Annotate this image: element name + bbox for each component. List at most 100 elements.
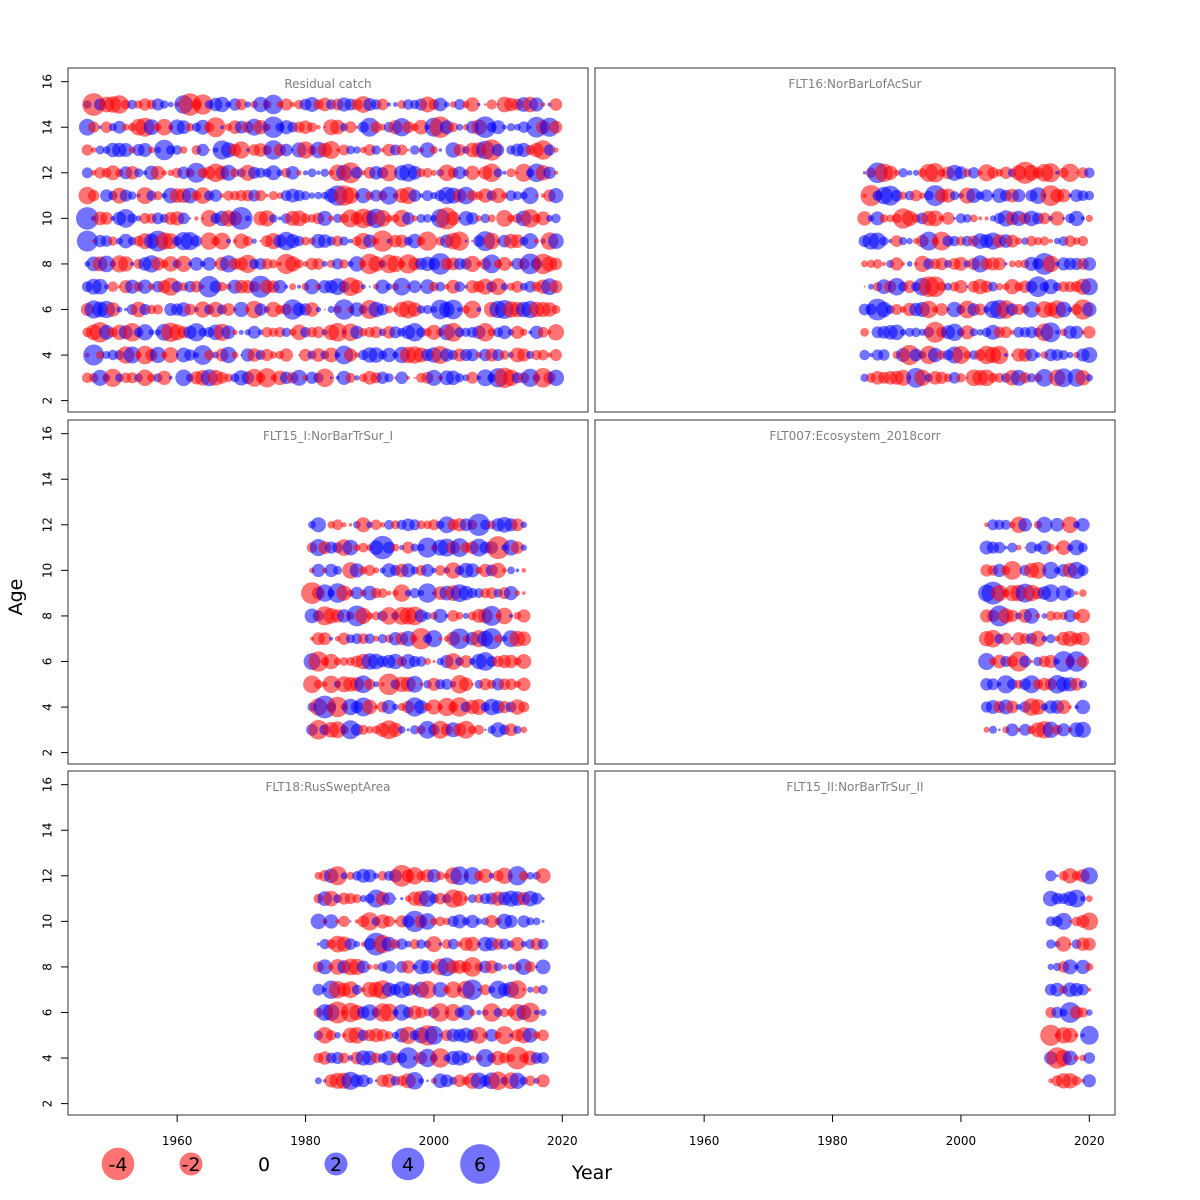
data-bubble	[96, 351, 105, 359]
data-bubble	[1085, 895, 1093, 902]
data-bubble	[927, 210, 944, 227]
data-bubble	[366, 964, 373, 970]
panel-1: Residual catch	[67, 67, 589, 413]
data-bubble	[1015, 237, 1023, 245]
data-bubble	[1041, 163, 1061, 183]
data-bubble	[307, 122, 317, 133]
data-bubble	[963, 350, 972, 360]
data-bubble	[220, 125, 225, 130]
data-bubble	[313, 679, 323, 689]
data-bubble	[122, 323, 142, 342]
data-bubble	[430, 1048, 451, 1068]
data-bubble	[116, 209, 136, 228]
data-bubble	[862, 171, 867, 175]
y-tick-label: 16	[41, 74, 55, 89]
data-bubble	[315, 368, 335, 388]
data-bubble	[1082, 302, 1097, 317]
data-bubble	[413, 376, 416, 379]
data-bubble	[457, 306, 463, 313]
data-bubble	[411, 215, 418, 222]
x-tick-label: 1980	[290, 1134, 321, 1148]
data-bubble	[1046, 543, 1055, 552]
data-bubble	[393, 584, 411, 602]
data-bubble	[396, 938, 408, 950]
data-bubble	[517, 609, 531, 623]
data-bubble	[980, 189, 993, 202]
data-bubble	[1048, 238, 1054, 244]
data-bubble	[978, 653, 996, 670]
data-bubble	[485, 1028, 499, 1042]
data-bubble	[258, 210, 276, 227]
data-bubble	[92, 369, 109, 386]
data-bubble	[136, 324, 154, 341]
data-bubble	[538, 985, 548, 995]
data-bubble	[991, 584, 1008, 602]
data-bubble	[906, 261, 913, 267]
data-bubble	[469, 1009, 476, 1016]
data-bubble	[424, 1025, 444, 1045]
data-bubble	[1005, 700, 1019, 714]
data-bubble	[194, 216, 199, 221]
data-bubble	[328, 215, 335, 222]
panel-points	[978, 516, 1091, 739]
data-bubble	[316, 170, 321, 176]
data-bubble	[485, 587, 498, 599]
data-bubble	[536, 211, 551, 226]
data-bubble	[257, 368, 277, 388]
data-bubble	[477, 988, 481, 992]
data-bubble	[229, 207, 253, 230]
data-bubble	[1014, 260, 1023, 268]
data-bubble	[543, 166, 556, 180]
data-bubble	[1024, 546, 1026, 549]
data-bubble	[463, 300, 482, 319]
data-bubble	[542, 302, 557, 317]
data-bubble	[999, 632, 1013, 645]
data-bubble	[310, 913, 327, 930]
data-bubble	[951, 346, 970, 364]
data-bubble	[415, 1006, 427, 1019]
data-bubble	[450, 231, 470, 251]
data-bubble	[879, 214, 889, 223]
data-bubble	[416, 327, 427, 338]
data-bubble	[291, 369, 308, 386]
data-bubble	[471, 239, 474, 243]
data-bubble	[946, 301, 963, 318]
data-bubble	[462, 957, 483, 977]
data-bubble	[482, 254, 502, 274]
data-bubble	[1019, 655, 1031, 668]
data-bubble	[522, 988, 526, 992]
data-bubble	[891, 304, 903, 315]
data-bubble	[451, 890, 468, 907]
data-bubble	[316, 942, 320, 946]
data-bubble	[494, 634, 503, 643]
data-bubble	[76, 207, 99, 230]
data-bubble	[870, 211, 885, 226]
y-tick-label: 14	[41, 120, 55, 135]
data-bubble	[1000, 519, 1012, 530]
data-bubble	[374, 210, 391, 227]
data-bubble	[467, 513, 491, 536]
data-bubble	[351, 166, 363, 179]
data-bubble	[355, 607, 372, 625]
data-bubble	[507, 866, 528, 886]
data-bubble	[906, 170, 913, 176]
data-bubble	[220, 164, 237, 181]
data-bubble	[1004, 262, 1008, 266]
data-bubble	[893, 169, 900, 176]
data-bubble	[502, 170, 507, 175]
data-bubble	[549, 257, 563, 271]
data-bubble	[455, 373, 465, 383]
data-bubble	[425, 936, 442, 953]
data-bubble	[1080, 867, 1098, 885]
data-bubble	[974, 303, 987, 316]
data-bubble	[912, 169, 920, 176]
data-bubble	[513, 725, 522, 734]
data-bubble	[1068, 705, 1072, 709]
panels: Residual catch FLT16:NorBarLofAcSur FLT15_…	[67, 67, 1116, 1116]
data-bubble	[506, 123, 516, 132]
data-bubble	[1042, 561, 1060, 580]
data-bubble	[1030, 630, 1046, 647]
data-bubble	[507, 566, 515, 575]
data-bubble	[496, 867, 513, 884]
data-bubble	[279, 348, 293, 362]
